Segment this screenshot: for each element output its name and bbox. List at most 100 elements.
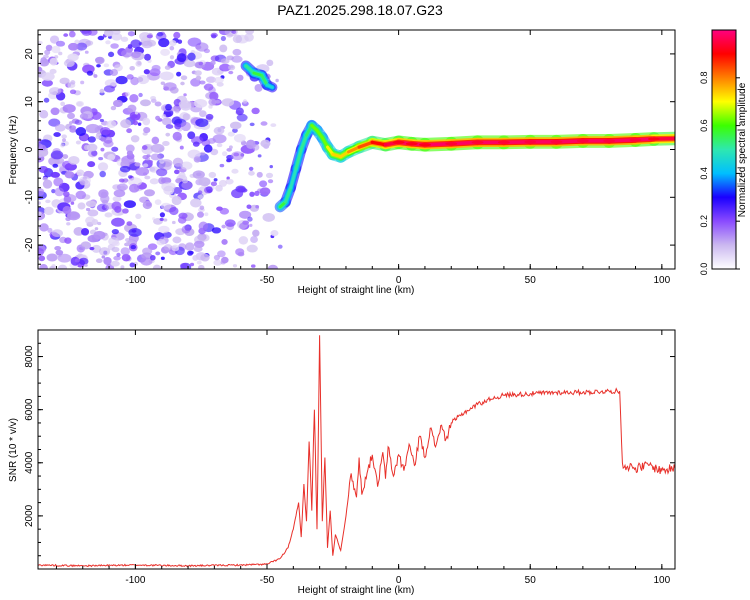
spectrogram-noise-blob xyxy=(220,58,230,64)
spectrogram-noise-blob xyxy=(198,177,211,187)
spectrogram-noise-blob xyxy=(193,240,205,248)
spectrogram-noise-blob xyxy=(270,123,277,128)
spectrogram-noise-blob xyxy=(104,212,113,218)
spectrogram-noise-blob xyxy=(161,113,167,119)
spectrogram-noise-blob xyxy=(178,172,186,179)
spectrogram-noise-blob xyxy=(142,163,149,168)
spectrogram-noise-blob xyxy=(180,121,191,132)
spectrogram-noise-blob xyxy=(266,59,274,67)
colorbar-tick-label: 0.6 xyxy=(699,119,709,132)
spectrogram-noise-blob xyxy=(120,119,132,129)
spectrogram-noise-blob xyxy=(185,242,195,251)
spectrogram-noise-blob xyxy=(91,244,102,253)
spectrogram-noise-blob xyxy=(126,221,133,226)
spectrogram-noise-blob xyxy=(160,202,172,210)
spectrogram-noise-blob xyxy=(99,118,105,122)
spectrogram-noise-blob xyxy=(219,207,230,215)
spectrogram-noise-blob xyxy=(158,225,170,234)
spectrogram-noise-blob xyxy=(159,217,164,221)
spectrogram-noise-blob xyxy=(45,44,53,52)
spectrogram-noise-blob xyxy=(39,223,49,232)
spectrogram-noise-blob xyxy=(62,205,72,215)
spectrogram-noise-blob xyxy=(58,51,63,56)
spectrogram-noise-blob xyxy=(247,216,253,222)
spectrogram-noise-blob xyxy=(160,256,165,261)
spectrogram-noise-blob xyxy=(211,227,222,234)
spectrogram-y-tick-label: 10 xyxy=(24,96,35,108)
spectrogram-noise-blob xyxy=(45,199,51,204)
spectrogram-noise-blob xyxy=(251,107,260,115)
spectrogram-noise-blob xyxy=(135,213,142,219)
spectrogram-noise-blob xyxy=(209,91,219,101)
spectrogram-noise-blob xyxy=(103,85,116,93)
spectrogram-noise-blob xyxy=(199,80,206,85)
spectrogram-noise-blob xyxy=(79,180,86,186)
spectrogram-noise-blob xyxy=(176,71,182,77)
spectrogram-noise-blob xyxy=(231,55,243,63)
spectrogram-noise-blob xyxy=(86,70,94,76)
spectrogram-noise-blob xyxy=(208,171,217,179)
spectrogram-noise-blob xyxy=(156,32,164,37)
spectrogram-noise-blob xyxy=(198,61,204,66)
spectrogram-noise-blob xyxy=(113,189,126,198)
spectrogram-noise-blob xyxy=(177,53,187,63)
spectrogram-noise-blob xyxy=(61,134,67,139)
spectrogram-ridge-segment xyxy=(347,145,361,154)
spectrogram-noise-blob xyxy=(259,187,271,196)
spectrogram-noise-blob xyxy=(228,70,234,75)
colorbar-tick-label: 0.8 xyxy=(699,72,709,85)
spectrogram-noise-blob xyxy=(229,121,242,130)
spectrogram-noise-blob xyxy=(53,177,64,187)
spectrogram-noise-blob xyxy=(233,133,246,143)
spectrogram-noise-blob xyxy=(134,162,141,167)
spectrogram-noise-blob xyxy=(161,182,176,192)
spectrogram-noise-blob xyxy=(120,247,130,256)
spectrogram-noise-blob xyxy=(99,88,105,94)
spectrogram-noise-blob xyxy=(66,222,71,226)
spectrogram-noise-blob xyxy=(252,144,260,151)
spectrogram-noise-blob xyxy=(248,170,255,176)
spectrogram-ridge-layer xyxy=(240,60,675,213)
spectrogram-noise-blob xyxy=(38,166,49,173)
spectrogram-ridge-segment xyxy=(320,136,329,149)
spectrogram-noise-blob xyxy=(38,40,43,45)
spectrogram-noise-blob xyxy=(100,147,105,152)
spectrogram-ridge-core xyxy=(392,140,405,144)
spectrogram-noise-blob xyxy=(103,30,114,37)
spectrogram-noise-blob xyxy=(137,122,142,126)
spectrogram-noise-blob xyxy=(112,30,121,35)
spectrogram-noise-blob xyxy=(215,99,221,104)
spectrogram-noise-blob xyxy=(41,79,53,87)
spectrogram-noise-blob xyxy=(187,131,196,140)
spectrogram-noise-blob xyxy=(246,204,252,209)
spectrogram-noise-blob xyxy=(219,163,225,168)
spectrogram-ridge-core xyxy=(524,140,537,144)
spectrogram-y-tick-label: 0 xyxy=(24,146,35,152)
spectrogram-y-axis: -20 -10 0 10 20 xyxy=(24,34,675,265)
spectrogram-noise-blob xyxy=(194,70,202,76)
spectrogram-noise-blob xyxy=(127,175,133,179)
spectrogram-noise-blob xyxy=(95,134,102,140)
spectrogram-noise-blob xyxy=(41,72,55,81)
spectrogram-noise-blob xyxy=(130,135,140,143)
spectrogram-ridge-segment xyxy=(244,64,256,75)
spectrogram-noise-blob xyxy=(67,53,79,62)
spectrogram-noise-blob xyxy=(174,122,182,130)
spectrogram-noise-blob xyxy=(151,64,161,72)
spectrogram-noise-blob xyxy=(110,260,120,267)
spectrogram-noise-blob xyxy=(91,150,98,157)
spectrogram-noise-blob xyxy=(74,258,80,263)
spectrogram-noise-blob xyxy=(62,138,67,142)
spectrogram-ridge-segment xyxy=(305,124,314,137)
spectrogram-noise-blob xyxy=(127,177,143,187)
spectrogram-noise-blob xyxy=(63,195,72,204)
spectrogram-noise-blob xyxy=(242,220,250,225)
spectrogram-noise-blob xyxy=(134,111,139,115)
spectrogram-noise-blob xyxy=(197,211,204,218)
spectrogram-noise-blob xyxy=(159,158,165,164)
spectrogram-noise-blob xyxy=(152,264,162,269)
spectrogram-noise-blob xyxy=(111,217,125,227)
spectrogram-noise-blob xyxy=(252,229,260,237)
spectrogram-noise-blob xyxy=(55,40,66,47)
spectrogram-noise-blob xyxy=(103,136,113,144)
